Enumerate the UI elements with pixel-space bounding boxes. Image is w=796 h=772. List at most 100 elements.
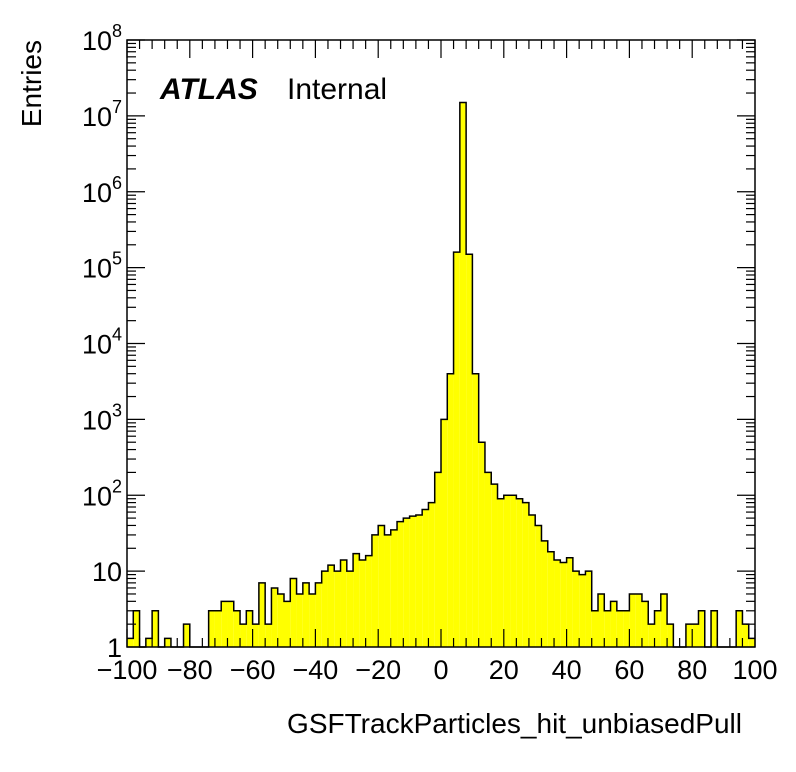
histogram-bin	[265, 624, 272, 647]
histogram-bin	[554, 560, 561, 647]
x-tick-label: 80	[677, 655, 707, 685]
histogram-bin	[748, 638, 755, 647]
histogram-bin	[660, 593, 668, 647]
histogram-bin	[560, 562, 567, 647]
histogram-bin	[472, 373, 479, 647]
y-axis-title: Entries	[16, 40, 47, 127]
histogram-bin	[214, 610, 222, 647]
y-tick-label: 102	[82, 476, 122, 511]
histogram-bin	[742, 624, 749, 647]
histogram-bin	[327, 565, 335, 647]
histogram-bin	[541, 540, 548, 647]
histogram-bin	[566, 557, 573, 647]
histogram-bin	[152, 610, 159, 647]
histogram-bin	[572, 571, 580, 647]
histogram-bin	[447, 373, 454, 647]
x-tick-label: −40	[292, 655, 338, 685]
histogram-bin	[497, 498, 504, 647]
internal-label: Internal	[287, 73, 387, 106]
axis-ticks	[126, 39, 756, 648]
x-tick-label: 60	[614, 655, 644, 685]
histogram-bin	[654, 610, 661, 647]
histogram-bin	[403, 518, 410, 647]
histogram-bin	[397, 521, 404, 647]
histogram-bin	[315, 582, 322, 647]
x-tick-label: 100	[732, 655, 777, 685]
y-tick-label: 106	[82, 173, 122, 208]
y-tick-label: 10	[92, 557, 122, 587]
x-tick-label: 20	[489, 655, 519, 685]
histogram-bin	[616, 610, 624, 647]
histogram-bin	[221, 601, 228, 647]
histogram-bin	[252, 624, 259, 647]
x-tick-label: 0	[433, 655, 448, 685]
histogram-bin	[246, 610, 253, 647]
histogram-bars	[127, 102, 755, 647]
y-tick-label: 103	[82, 400, 122, 435]
histogram-bin	[145, 638, 153, 647]
histogram-bin	[579, 574, 586, 647]
histogram-bin	[516, 498, 523, 647]
histogram-bin	[353, 553, 360, 647]
histogram-bin	[296, 593, 303, 647]
histogram-bin	[183, 624, 190, 647]
x-tick-label: −80	[167, 655, 213, 685]
histogram-bin	[453, 252, 460, 647]
histogram-bin	[340, 560, 347, 647]
histogram-bin	[711, 610, 718, 647]
histogram-bin	[371, 534, 379, 647]
histogram-bin	[629, 593, 636, 647]
histogram-bin	[641, 601, 649, 647]
histogram-bin	[522, 502, 529, 647]
histogram-bin	[346, 571, 354, 647]
histogram-bin	[378, 525, 385, 647]
x-tick-label: −100	[97, 655, 158, 685]
histogram-bin	[409, 516, 416, 647]
histogram-bin	[667, 624, 674, 647]
histogram-bin	[441, 419, 448, 647]
histogram-bin	[623, 610, 630, 647]
histogram-bin	[302, 582, 310, 647]
x-axis-title: GSFTrackParticles_hit_unbiasedPull	[287, 708, 742, 739]
histogram-bin	[359, 560, 366, 647]
histogram-bin	[271, 587, 278, 647]
histogram-bin	[635, 593, 642, 647]
x-tick-labels: −100 −80 −60 −40 −20 0 20 40 60 80 100	[97, 655, 778, 685]
histogram-bin	[227, 601, 234, 647]
histogram-bin	[434, 472, 441, 647]
histogram-bin	[648, 624, 655, 647]
histogram-bin	[233, 610, 241, 647]
histogram-bin	[610, 601, 617, 647]
y-tick-label: 105	[82, 249, 122, 284]
x-tick-label: 40	[552, 655, 582, 685]
histogram-bin	[309, 593, 316, 647]
histogram-bin	[133, 610, 140, 647]
histogram-bin	[698, 610, 705, 647]
histogram-bin	[428, 502, 435, 647]
histogram-bin	[365, 555, 372, 647]
y-tick-label: 108	[82, 21, 122, 56]
histogram-bin	[459, 102, 467, 647]
histogram-bin	[384, 534, 391, 647]
histogram-bin	[127, 638, 134, 647]
histogram-bin	[240, 624, 247, 647]
histogram-bin	[736, 610, 743, 647]
histogram-bin	[258, 582, 266, 647]
x-tick-label: −20	[355, 655, 401, 685]
histogram-bin	[277, 593, 284, 647]
histogram-bin	[503, 495, 511, 647]
atlas-label: ATLAS	[159, 73, 258, 106]
histogram-outline	[127, 101, 755, 648]
histogram-bin	[334, 571, 341, 647]
histogram-bin	[528, 514, 536, 647]
histogram-bin	[598, 593, 605, 647]
histogram-bin	[510, 495, 517, 647]
histogram-bin	[685, 624, 693, 647]
y-tick-label: 107	[82, 97, 122, 132]
histogram-bin	[692, 624, 699, 647]
histogram-bin	[208, 610, 215, 647]
y-tick-labels: 1 10 102 103 104 105 106 107 108	[82, 21, 122, 663]
histogram-bin	[422, 509, 429, 647]
histogram-bin	[547, 551, 555, 647]
